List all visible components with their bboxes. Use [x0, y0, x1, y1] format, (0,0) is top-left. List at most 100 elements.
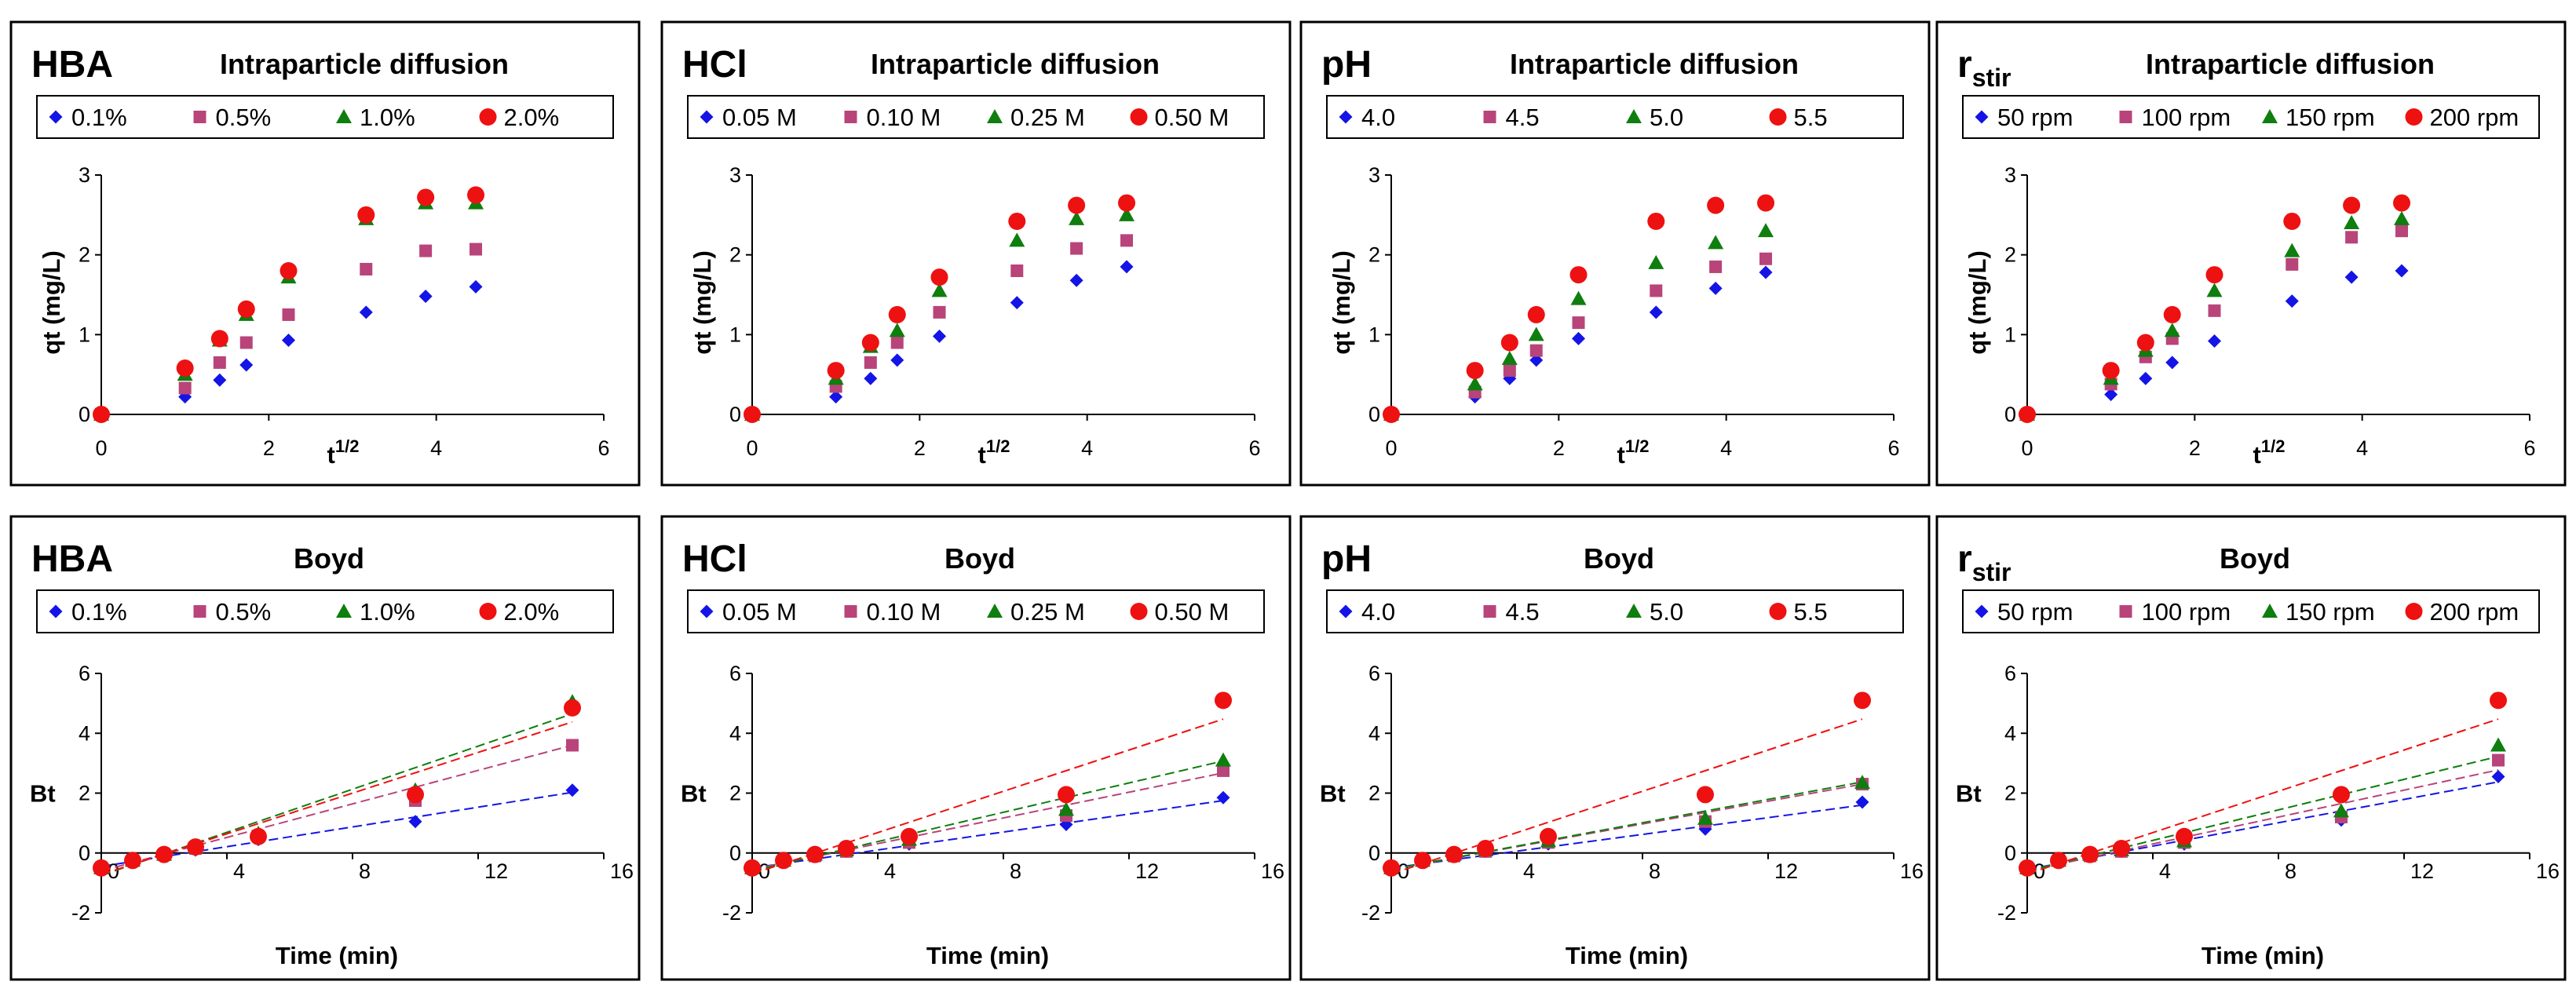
hcl-intra-point-s1-4	[933, 305, 946, 319]
rstir-boyd-xtick-label-0: 0	[2033, 859, 2045, 883]
ph-intra-point-s3-5	[1647, 212, 1665, 230]
ph-intra-panel: pH Intraparticle diffusion 4.0 4.5 5.0 5.5 0 1 2…	[1299, 20, 1931, 487]
rstir-intra-ytick-label-0: 0	[2004, 403, 2016, 426]
hba-intra-xtick-label-1: 2	[263, 436, 275, 460]
ph-intra-point-s1-2	[1503, 364, 1516, 378]
ph-intra-point-s3-3	[1527, 305, 1545, 323]
hcl-boyd-point-s3-2	[806, 845, 824, 863]
ph-intra-point-s1-6	[1709, 260, 1723, 273]
rstir-boyd-point-s3-0	[2019, 859, 2036, 877]
hcl-intra-point-s0-5	[1010, 296, 1024, 310]
hba-intra-point-s1-5	[360, 262, 373, 275]
ph-intra-ytick-label-1: 1	[1368, 323, 1380, 346]
hcl-intra-panel-label-main: HCl	[682, 44, 747, 86]
ph-intra-point-s2-4	[1570, 290, 1587, 305]
hcl-boyd-fit-line-3	[751, 718, 1224, 875]
rstir-intra-point-s3-4	[2205, 266, 2223, 284]
rstir-boyd-legend-label-2: 150 rpm	[2286, 598, 2375, 626]
hcl-boyd-ytick-label-2: 2	[729, 782, 741, 805]
rstir-boyd-xlabel: Time (min)	[2201, 942, 2324, 969]
hba-boyd-panel-label: HBA	[31, 538, 113, 580]
rstir-boyd-xtick-label-4: 16	[2536, 859, 2560, 883]
hcl-intra-legend-label-1: 0.10 M	[867, 104, 941, 131]
hba-intra-point-s3-6	[417, 188, 435, 206]
ph-intra-point-s2-1	[1467, 376, 1483, 391]
ph-intra-point-s1-5	[1650, 284, 1663, 297]
hba-boyd-point-s3-4	[250, 827, 267, 845]
hcl-intra-point-s2-6	[1069, 210, 1085, 225]
ph-boyd-legend-label-1: 4.5	[1506, 598, 1540, 626]
ph-intra-legend-label-3: 5.5	[1794, 104, 1828, 131]
hcl-boyd-fit-line-0	[751, 800, 1224, 869]
hcl-intra-point-s3-1	[827, 362, 845, 380]
rstir-boyd-ylabel: Bt	[1956, 780, 1982, 808]
rstir-boyd-fit-line-3	[2026, 718, 2499, 875]
rstir-intra-panel-label: rstir	[1957, 44, 2011, 92]
ph-intra-ylabel: qt (mg/L)	[1328, 250, 1355, 355]
hba-intra-legend-label-2: 1.0%	[360, 104, 415, 131]
rstir-intra-xlabel: t1/2	[2253, 436, 2286, 469]
ph-intra-title: Intraparticle diffusion	[1510, 48, 1799, 80]
ph-intra-point-s0-7	[1759, 265, 1773, 279]
hcl-intra-panel-label: HCl	[682, 44, 747, 86]
ph-intra-legend-marker-2	[1626, 109, 1642, 123]
hba-intra-panel-label: HBA	[31, 44, 113, 86]
hcl-boyd-title: Boyd	[945, 542, 1015, 575]
rstir-intra-point-s1-5	[2286, 257, 2299, 271]
ph-intra-point-s2-6	[1708, 235, 1724, 250]
hcl-intra-legend-marker-1	[844, 111, 857, 123]
hcl-intra-legend-box	[687, 95, 1265, 139]
rstir-boyd-legend-marker-3	[2405, 603, 2423, 620]
rstir-boyd-xtick-label-1: 4	[2159, 859, 2171, 883]
hba-boyd-point-s0-6	[565, 783, 579, 797]
hba-intra-ytick-label-2: 2	[79, 243, 90, 267]
hba-intra-point-s1-6	[419, 244, 433, 257]
rstir-intra-point-s3-2	[2136, 334, 2154, 352]
ph-boyd-xtick-label-1: 4	[1523, 859, 1535, 883]
rstir-intra-point-s0-3	[2165, 356, 2180, 370]
ph-intra-legend-label-0: 4.0	[1361, 104, 1395, 131]
hba-boyd-ylabel: Bt	[30, 780, 56, 808]
hba-intra-point-s0-2	[213, 373, 227, 387]
hcl-intra-title: Intraparticle diffusion	[871, 48, 1160, 80]
hcl-boyd-legend-marker-0	[700, 604, 714, 618]
hcl-intra-point-s0-7	[1120, 260, 1134, 274]
hcl-intra-legend-label-3: 0.50 M	[1155, 104, 1230, 131]
rstir-boyd-legend-label-3: 200 rpm	[2430, 598, 2519, 626]
hba-intra-point-s0-3	[239, 358, 254, 372]
hcl-boyd-legend-label-1: 0.10 M	[867, 598, 941, 626]
hcl-intra-point-s1-2	[864, 356, 877, 369]
rstir-intra-xlabel-main: t	[2253, 441, 2261, 469]
rstir-boyd-ytick-label-2: 2	[2004, 782, 2016, 805]
rstir-intra-point-s2-5	[2284, 243, 2300, 257]
ph-boyd-ytick-label-1: 0	[1368, 841, 1380, 865]
rstir-boyd-legend-marker-2	[2262, 604, 2278, 618]
ph-boyd-ytick-label-4: 6	[1368, 662, 1380, 685]
ph-intra-panel-label-main: pH	[1321, 44, 1372, 86]
hcl-boyd-ytick-label-0: -2	[722, 901, 741, 925]
hcl-boyd-point-s1-6	[1217, 764, 1230, 777]
ph-intra-point-s3-1	[1466, 362, 1484, 380]
rstir-intra-point-s1-7	[2395, 224, 2409, 238]
hba-intra-point-s3-2	[210, 330, 228, 348]
hcl-intra-ytick-label-2: 2	[729, 243, 741, 267]
rstir-intra-point-s0-7	[2395, 264, 2409, 278]
hcl-intra-point-s2-3	[889, 323, 905, 337]
ph-boyd-fit-line-2	[1390, 781, 1863, 870]
hcl-intra-point-s3-5	[1008, 212, 1026, 230]
hcl-intra-point-s0-1	[829, 390, 843, 404]
rstir-intra-point-s0-4	[2208, 334, 2222, 348]
ph-boyd-xtick-label-4: 16	[1900, 859, 1924, 883]
hba-boyd-fit-line-2	[100, 713, 573, 877]
ph-intra-xlabel: t1/2	[1617, 436, 1650, 469]
rstir-boyd-panel-label: rstir	[1957, 538, 2011, 586]
rstir-intra-panel-label-sub: stir	[1972, 64, 2011, 92]
hba-intra-point-s3-5	[357, 206, 375, 224]
hba-boyd-legend-box	[36, 589, 614, 633]
hba-boyd-point-s1-6	[566, 739, 579, 752]
hcl-boyd-xlabel-main: Time (min)	[926, 942, 1049, 969]
ph-intra-point-s0-6	[1708, 281, 1723, 295]
hba-boyd-point-s3-6	[564, 699, 581, 717]
rstir-intra-legend-label-2: 150 rpm	[2286, 104, 2375, 131]
hcl-intra-point-s0-6	[1069, 273, 1083, 287]
